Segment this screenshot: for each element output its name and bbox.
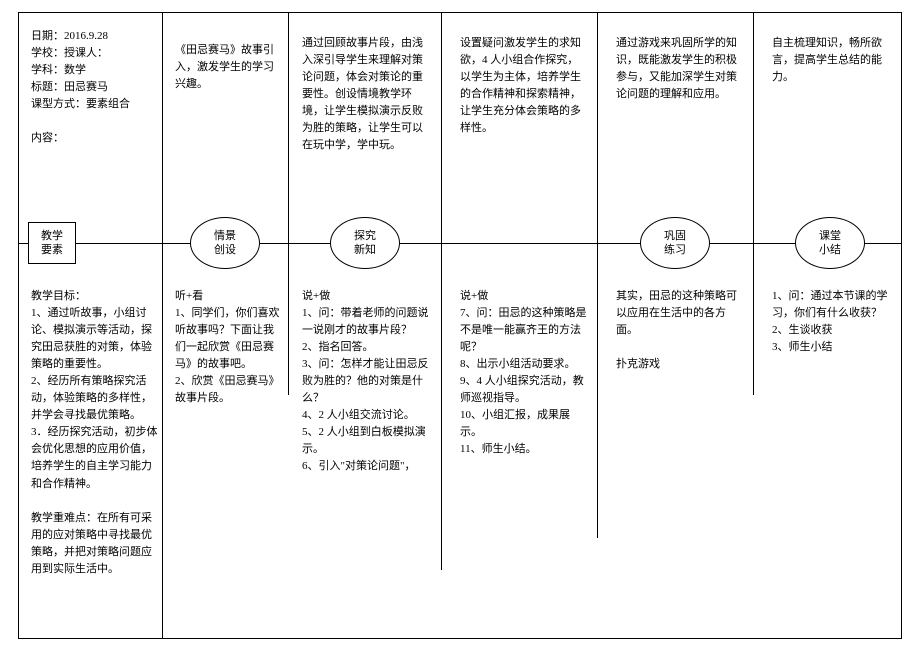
stage-node-label: 情景 创设 xyxy=(214,229,236,258)
top-block-5: 自主梳理知识，畅所欲言，提高学生总结的能力。 xyxy=(772,35,890,86)
stage-node: 探究 新知 xyxy=(330,217,400,269)
fishbone-axis xyxy=(18,243,902,244)
root-node: 教学 要素 xyxy=(28,222,76,264)
root-node-label: 教学 要素 xyxy=(41,229,63,258)
column-divider xyxy=(753,12,754,395)
column-divider xyxy=(162,12,163,639)
top-block-3: 设置疑问激发学生的求知欲，4 人小组合作探究，以学生为主体，培养学生的合作精神和… xyxy=(460,35,588,137)
bottom-block-4: 其实，田忌的这种策略可以应用在生活中的各方面。 扑克游戏 xyxy=(616,288,744,373)
bottom-block-0: 教学目标： 1、通过听故事，小组讨论、模拟演示等活动，探究田忌获胜的对策，体验策… xyxy=(31,288,159,578)
top-block-1: 《田忌赛马》故事引入，激发学生的学习兴趣。 xyxy=(175,42,283,93)
top-block-4: 通过游戏来巩固所学的知识，既能激发学生的积极参与，又能加深学生对策论问题的理解和… xyxy=(616,35,744,103)
stage-node-label: 巩固 练习 xyxy=(664,229,686,258)
top-block-2: 通过回顾故事片段，由浅入深引导学生来理解对策论问题，体会对策论的重要性。创设情境… xyxy=(302,35,430,154)
stage-node: 情景 创设 xyxy=(190,217,260,269)
stage-node-label: 探究 新知 xyxy=(354,229,376,258)
top-block-0: 日期：2016.9.28 学校：授课人： 学科：数学 标题：田忌赛马 课型方式：… xyxy=(31,28,155,147)
column-divider xyxy=(597,12,598,538)
stage-node-label: 课堂 小结 xyxy=(819,229,841,258)
column-divider xyxy=(288,12,289,395)
bottom-block-2: 说+做 1、问：带着老师的问题说一说刚才的故事片段？ 2、指名回答。 3、问：怎… xyxy=(302,288,430,476)
stage-node: 课堂 小结 xyxy=(795,217,865,269)
bottom-block-1: 听+看 1、同学们，你们喜欢听故事吗？下面让我们一起欣赏《田忌赛马》的故事吧。 … xyxy=(175,288,283,407)
bottom-block-3: 说+做 7、问：田忌的这种策略是不是唯一能赢齐王的方法呢？ 8、出示小组活动要求… xyxy=(460,288,588,458)
bottom-block-5: 1、问：通过本节课的学习，你们有什么收获？ 2、生谈收获 3、师生小结 xyxy=(772,288,890,356)
stage-node: 巩固 练习 xyxy=(640,217,710,269)
column-divider xyxy=(441,12,442,570)
